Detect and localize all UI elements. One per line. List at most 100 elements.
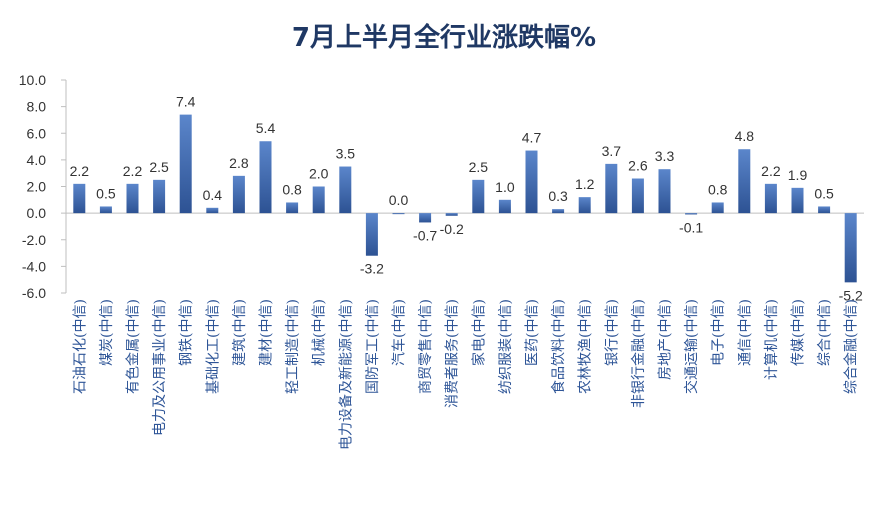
- bar: [365, 213, 378, 256]
- x-category-label: 机械(中信): [312, 299, 328, 366]
- bar: [525, 150, 538, 214]
- x-category-label: 轻工制造(中信): [285, 299, 301, 394]
- data-label: 2.6: [628, 158, 648, 174]
- bar: [392, 213, 405, 215]
- bar: [764, 183, 777, 214]
- data-label: 3.7: [602, 143, 622, 159]
- x-category-label: 通信(中信): [737, 299, 753, 366]
- data-label: -3.2: [360, 261, 384, 277]
- x-category-label: 石油石化(中信): [72, 299, 88, 394]
- bars-group: [73, 114, 857, 283]
- bar: [286, 202, 299, 214]
- data-label: 3.5: [336, 146, 356, 162]
- x-category-label: 综合金融(中信): [844, 299, 860, 394]
- data-label: 0.8: [708, 181, 728, 197]
- data-label: -0.1: [679, 219, 703, 235]
- data-label: -5.2: [839, 287, 863, 303]
- x-category-label: 煤炭(中信): [99, 299, 115, 366]
- x-category-label: 有色金属(中信): [125, 299, 142, 394]
- y-axis: 10.0 8.0 6.0 4.0 2.0 0.0 -2.0 -4.0 -6.0: [19, 72, 864, 301]
- y-tick-label: -2.0: [22, 232, 46, 248]
- data-label: 4.7: [522, 130, 542, 146]
- y-tick-label: 10.0: [19, 72, 46, 88]
- x-category-label: 纺织服装(中信): [498, 299, 514, 394]
- bar: [605, 163, 618, 214]
- data-label: -0.2: [440, 221, 464, 237]
- bar: [631, 178, 644, 214]
- x-category-label: 家电(中信): [470, 299, 487, 366]
- y-tick-label: 0.0: [27, 205, 47, 221]
- y-tick-label: 4.0: [27, 152, 47, 168]
- data-label: 1.2: [575, 176, 595, 192]
- bar: [206, 207, 219, 214]
- bar: [738, 149, 751, 214]
- data-label: 2.2: [70, 163, 90, 179]
- x-category-label: 国防军工(中信): [365, 299, 381, 394]
- data-label: 2.5: [469, 159, 489, 175]
- x-labels-group: 石油石化(中信) 煤炭(中信) 有色金属(中信) 电力及公用事业(中信) 钢铁(中信) 基…: [72, 299, 859, 450]
- data-label: 2.0: [309, 166, 329, 182]
- x-category-label: 电子(中信): [711, 299, 727, 366]
- bar: [259, 141, 272, 214]
- bar: [339, 166, 352, 214]
- data-labels-group: 2.2 0.5 2.2 2.5 7.4 0.4 2.8 5.4 0.8 2.0 3.5 -3.2 0.0…: [70, 94, 863, 304]
- bar: [99, 206, 112, 214]
- bar: [552, 209, 565, 214]
- data-label: 3.3: [655, 148, 675, 164]
- x-category-label: 计算机(中信): [764, 299, 780, 380]
- data-label: 0.0: [389, 192, 409, 208]
- data-label: 4.8: [735, 128, 755, 144]
- x-category-label: 交通运输(中信): [683, 299, 700, 394]
- x-category-label: 非银行金融(中信): [631, 299, 647, 408]
- bar: [179, 114, 192, 214]
- data-label: 1.9: [788, 167, 808, 183]
- data-label: -0.7: [413, 227, 437, 243]
- bar: [312, 186, 325, 214]
- data-label: 2.5: [149, 159, 169, 175]
- y-tick-label: -4.0: [22, 258, 46, 274]
- x-category-label: 钢铁(中信): [179, 299, 195, 366]
- x-category-label: 汽车(中信): [391, 299, 408, 366]
- bar: [658, 169, 671, 214]
- data-label: 5.4: [256, 120, 276, 136]
- x-category-label: 商贸零售(中信): [418, 299, 434, 394]
- x-category-label: 基础化工(中信): [204, 299, 221, 394]
- x-category-label: 房地产(中信): [658, 299, 674, 380]
- bar: [844, 213, 857, 283]
- x-category-label: 建材(中信): [259, 299, 275, 366]
- bar: [578, 197, 591, 214]
- bar: [791, 187, 804, 214]
- data-label: 7.4: [176, 94, 196, 110]
- data-label: 2.2: [123, 163, 143, 179]
- x-category-label: 银行(中信): [604, 299, 620, 366]
- x-category-label: 建筑(中信): [232, 299, 248, 366]
- data-label: 1.0: [495, 179, 515, 195]
- x-category-label: 综合(中信): [817, 299, 833, 366]
- data-label: 0.5: [814, 185, 834, 201]
- bar: [126, 183, 139, 214]
- x-category-label: 农林牧渔(中信): [578, 299, 594, 394]
- data-label: 2.8: [229, 155, 249, 171]
- data-label: 2.2: [761, 163, 781, 179]
- bar: [685, 213, 698, 215]
- bar: [711, 202, 724, 214]
- y-tick-label: 2.0: [27, 179, 47, 195]
- bar: [498, 199, 511, 214]
- x-category-label: 电力设备及新能源(中信): [337, 299, 354, 450]
- data-label: 0.5: [96, 185, 116, 201]
- bar: [818, 206, 831, 214]
- y-tick-label: 8.0: [27, 99, 47, 115]
- x-category-label: 消费者服务(中信): [445, 299, 461, 408]
- data-label: 0.3: [548, 188, 568, 204]
- data-label: 0.4: [203, 187, 223, 203]
- bar: [153, 179, 166, 214]
- bar: [445, 213, 458, 216]
- x-category-label: 医药(中信): [525, 299, 541, 366]
- data-label: 0.8: [282, 181, 302, 197]
- bar: [232, 175, 245, 214]
- x-category-label: 食品饮料(中信): [550, 299, 567, 394]
- bar: [73, 183, 86, 214]
- x-category-label: 电力及公用事业(中信): [152, 299, 168, 436]
- y-tick-label: -6.0: [22, 285, 46, 301]
